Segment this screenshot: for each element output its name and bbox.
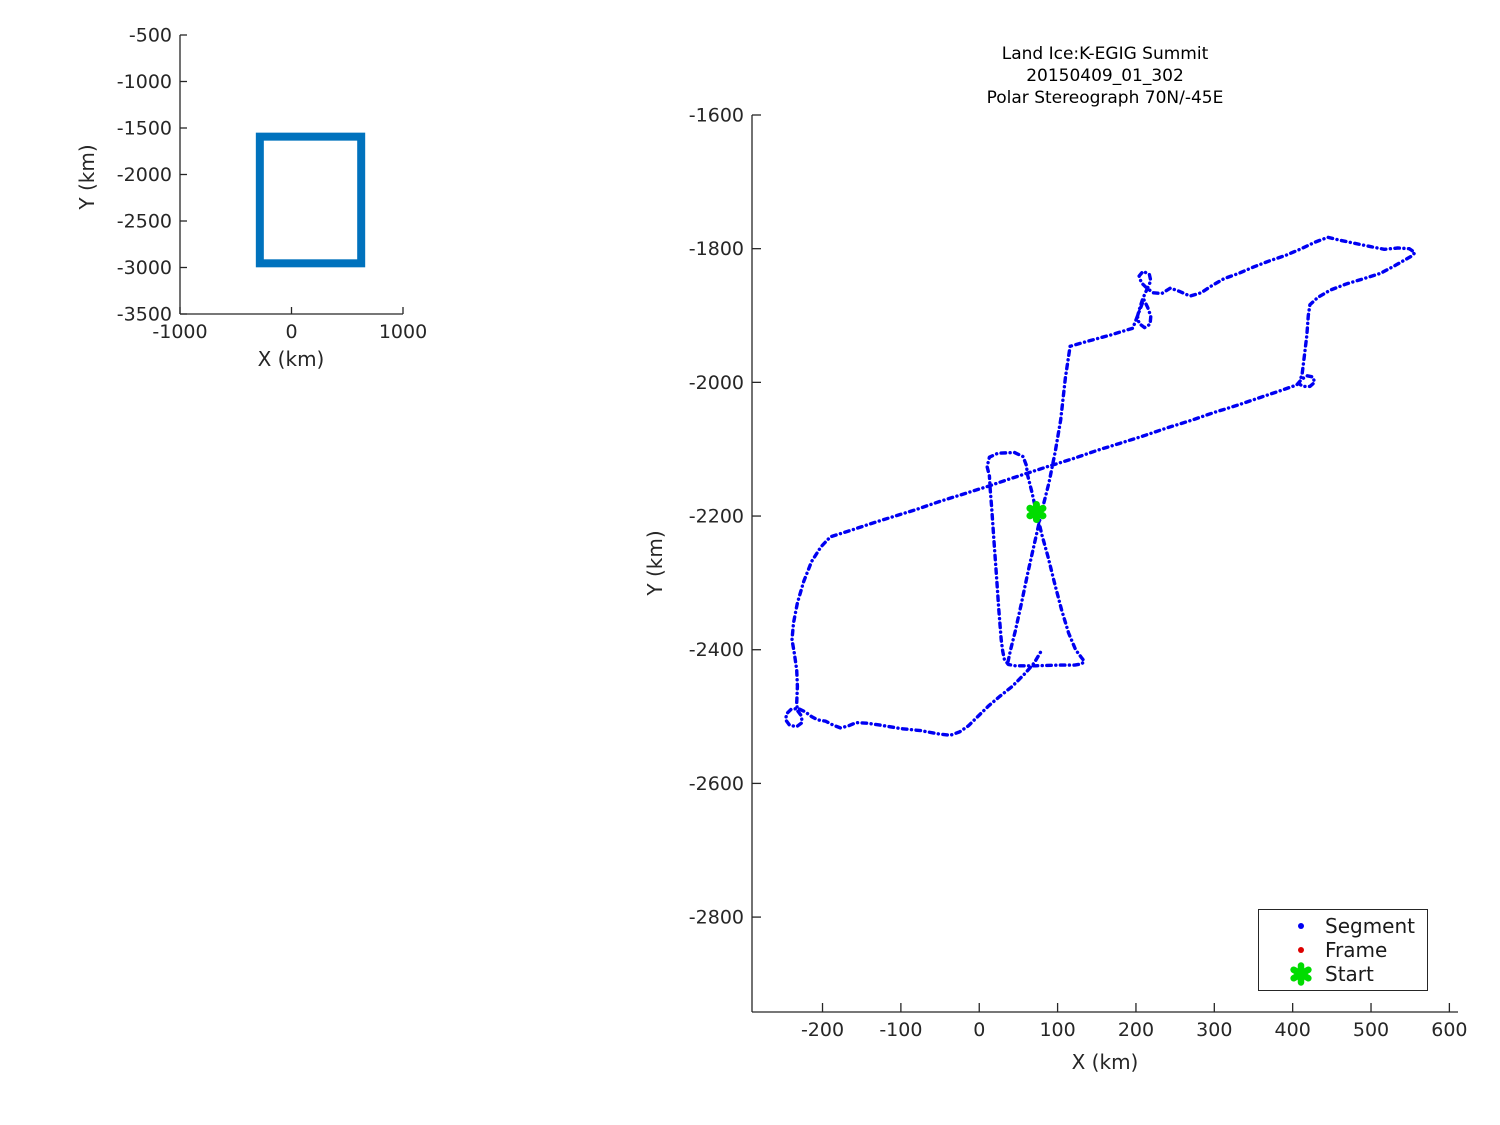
main-y-tick-label: -2600	[689, 773, 744, 795]
frame-dot-icon	[1289, 938, 1313, 962]
inset-y-tick-label: -3500	[117, 304, 172, 326]
main-x-tick-label: 600	[1431, 1019, 1467, 1041]
inset-y-tick-label: -3000	[117, 257, 172, 279]
inset-x-tick-label: 1000	[379, 321, 427, 343]
main-tick-labels: -200 -100 0 100 200 300 400 500 600 -2800 -2600 -24…	[689, 105, 1468, 1042]
main-x-tick-label: 200	[1118, 1019, 1154, 1041]
inset-x-axis-label: X (km)	[257, 347, 325, 371]
main-y-tick-label: -1600	[689, 105, 744, 127]
main-x-tick-label: 300	[1196, 1019, 1232, 1041]
inset-y-axis-label: Y (km)	[75, 144, 99, 210]
title-line-3: Polar Stereograph 70N/-45E	[986, 88, 1224, 108]
main-y-axis-label: Y (km)	[643, 530, 667, 596]
main-x-axis-label: X (km)	[1071, 1050, 1139, 1074]
main-x-tick-label: 400	[1275, 1019, 1311, 1041]
legend-row-frame: Frame	[1259, 938, 1427, 962]
inset-x-tick-label: -1000	[152, 321, 207, 343]
flight-path	[784, 235, 1417, 737]
main-y-tick-label: -2000	[689, 372, 744, 394]
inset-y-tick-label: -2500	[117, 211, 172, 233]
legend-box: Segment Frame Start	[1258, 909, 1428, 991]
inset-x-tick-label: 0	[285, 321, 297, 343]
main-y-tick-label: -1800	[689, 238, 744, 260]
coverage-box	[255, 132, 366, 268]
main-x-tick-label: 500	[1353, 1019, 1389, 1041]
start-asterisk-icon	[1289, 962, 1313, 986]
main-y-tick-label: -2200	[689, 506, 744, 528]
inset-y-tick-label: -1000	[117, 71, 172, 93]
inset-y-tick-label: -500	[129, 25, 172, 47]
main-x-tick-label: -200	[801, 1019, 844, 1041]
main-y-tick-label: -2800	[689, 907, 744, 929]
segment-dot-icon	[1289, 914, 1313, 938]
main-axes	[751, 114, 1458, 1013]
inset-tick-labels: -1000 0 1000 -3500 -3000 -2500 -2000 -1500 -1000…	[117, 25, 427, 344]
main-plot-title: Land Ice:K-EGIG Summit 20150409_01_302 P…	[805, 43, 1405, 109]
legend-row-start: Start	[1259, 962, 1427, 986]
start-marker	[1026, 501, 1047, 524]
inset-y-tick-label: -2000	[117, 164, 172, 186]
inset-y-tick-label: -1500	[117, 118, 172, 140]
main-y-tick-label: -2400	[689, 639, 744, 661]
legend-label-segment: Segment	[1325, 914, 1415, 938]
legend-label-start: Start	[1325, 962, 1374, 986]
main-x-tick-label: -100	[879, 1019, 922, 1041]
inset-axes	[179, 34, 404, 315]
legend-label-frame: Frame	[1325, 938, 1388, 962]
main-x-tick-label: 0	[973, 1019, 985, 1041]
title-line-2: 20150409_01_302	[1026, 66, 1184, 86]
main-x-tick-label: 100	[1039, 1019, 1075, 1041]
legend-row-segment: Segment	[1259, 914, 1427, 938]
title-line-1: Land Ice:K-EGIG Summit	[1001, 44, 1209, 64]
